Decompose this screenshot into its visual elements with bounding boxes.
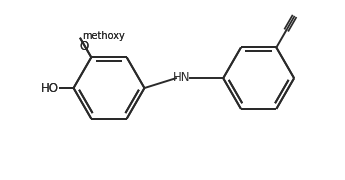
- Text: O: O: [79, 40, 89, 53]
- Text: methoxy: methoxy: [82, 31, 125, 41]
- Text: methoxy: methoxy: [82, 31, 125, 41]
- Text: O: O: [79, 40, 89, 53]
- Text: HO: HO: [41, 82, 59, 94]
- Text: HO: HO: [41, 82, 59, 94]
- Text: HN: HN: [173, 71, 190, 84]
